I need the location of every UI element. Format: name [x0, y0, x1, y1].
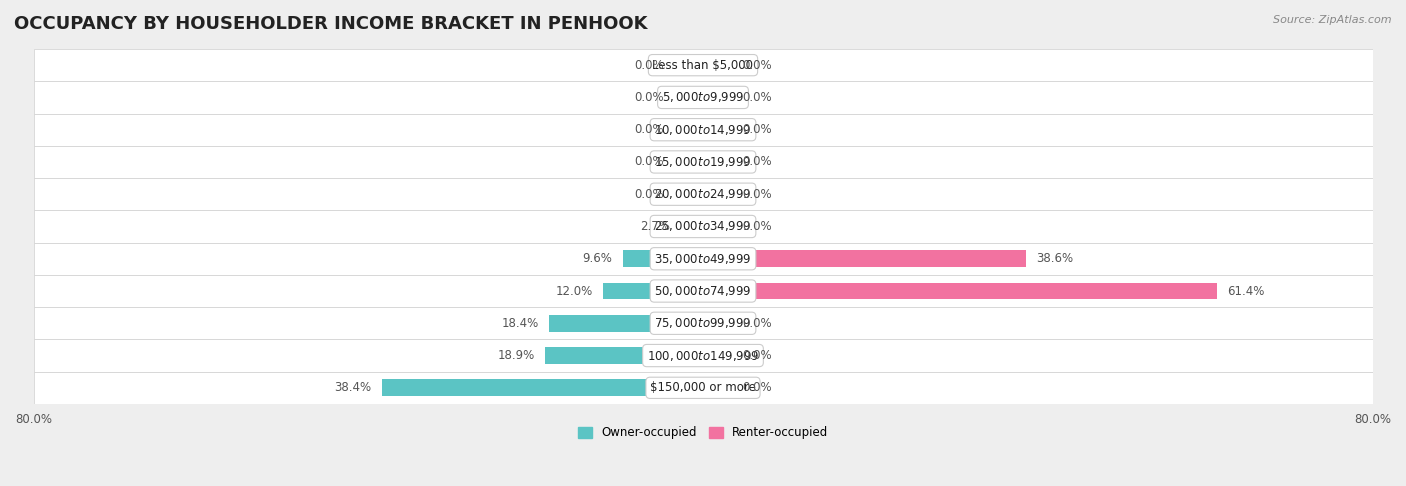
Text: 18.4%: 18.4% — [502, 317, 538, 330]
Legend: Owner-occupied, Renter-occupied: Owner-occupied, Renter-occupied — [572, 422, 834, 444]
Text: $10,000 to $14,999: $10,000 to $14,999 — [654, 122, 752, 137]
Bar — [673, 122, 703, 138]
Bar — [673, 89, 703, 106]
Bar — [34, 243, 1372, 275]
Bar — [703, 250, 1026, 267]
Bar — [623, 250, 703, 267]
Bar — [34, 275, 1372, 307]
Text: 38.6%: 38.6% — [1036, 252, 1073, 265]
Bar — [703, 154, 733, 170]
Text: 0.0%: 0.0% — [634, 91, 664, 104]
Text: $5,000 to $9,999: $5,000 to $9,999 — [662, 90, 744, 104]
Text: 18.9%: 18.9% — [498, 349, 534, 362]
Bar — [703, 89, 733, 106]
Bar — [673, 186, 703, 203]
Bar — [703, 347, 733, 364]
Text: $75,000 to $99,999: $75,000 to $99,999 — [654, 316, 752, 330]
Bar — [673, 57, 703, 73]
Text: 0.0%: 0.0% — [742, 123, 772, 136]
Bar — [34, 372, 1372, 404]
Text: $100,000 to $149,999: $100,000 to $149,999 — [647, 348, 759, 363]
Bar — [703, 122, 733, 138]
Text: 0.0%: 0.0% — [742, 91, 772, 104]
Text: $20,000 to $24,999: $20,000 to $24,999 — [654, 187, 752, 201]
Text: 38.4%: 38.4% — [335, 382, 371, 394]
Text: 12.0%: 12.0% — [555, 284, 592, 297]
Bar — [703, 186, 733, 203]
Text: 0.0%: 0.0% — [634, 59, 664, 71]
Bar — [34, 114, 1372, 146]
Text: 2.7%: 2.7% — [641, 220, 671, 233]
Text: Source: ZipAtlas.com: Source: ZipAtlas.com — [1274, 15, 1392, 25]
Text: $35,000 to $49,999: $35,000 to $49,999 — [654, 252, 752, 266]
Bar — [673, 154, 703, 170]
Text: 0.0%: 0.0% — [634, 123, 664, 136]
Bar — [703, 57, 733, 73]
Text: 0.0%: 0.0% — [634, 188, 664, 201]
Text: 0.0%: 0.0% — [742, 156, 772, 169]
Bar — [34, 81, 1372, 114]
Text: $25,000 to $34,999: $25,000 to $34,999 — [654, 220, 752, 233]
Text: 0.0%: 0.0% — [742, 349, 772, 362]
Text: OCCUPANCY BY HOUSEHOLDER INCOME BRACKET IN PENHOOK: OCCUPANCY BY HOUSEHOLDER INCOME BRACKET … — [14, 15, 648, 33]
Bar — [703, 218, 733, 235]
Bar — [546, 347, 703, 364]
Text: 0.0%: 0.0% — [742, 188, 772, 201]
Bar — [703, 315, 733, 331]
Bar — [703, 283, 1216, 299]
Text: 0.0%: 0.0% — [742, 220, 772, 233]
Text: $150,000 or more: $150,000 or more — [650, 382, 756, 394]
Bar — [548, 315, 703, 331]
Bar — [603, 283, 703, 299]
Text: $50,000 to $74,999: $50,000 to $74,999 — [654, 284, 752, 298]
Bar — [381, 380, 703, 396]
Text: 0.0%: 0.0% — [634, 156, 664, 169]
Text: 0.0%: 0.0% — [742, 382, 772, 394]
Text: 0.0%: 0.0% — [742, 317, 772, 330]
Bar — [34, 178, 1372, 210]
Text: 9.6%: 9.6% — [582, 252, 613, 265]
Bar — [34, 210, 1372, 243]
Text: 0.0%: 0.0% — [742, 59, 772, 71]
Text: 61.4%: 61.4% — [1227, 284, 1264, 297]
Bar — [34, 307, 1372, 339]
Text: Less than $5,000: Less than $5,000 — [652, 59, 754, 71]
Bar — [681, 218, 703, 235]
Text: $15,000 to $19,999: $15,000 to $19,999 — [654, 155, 752, 169]
Bar — [703, 380, 733, 396]
Bar — [34, 49, 1372, 81]
Bar — [34, 339, 1372, 372]
Bar — [34, 146, 1372, 178]
